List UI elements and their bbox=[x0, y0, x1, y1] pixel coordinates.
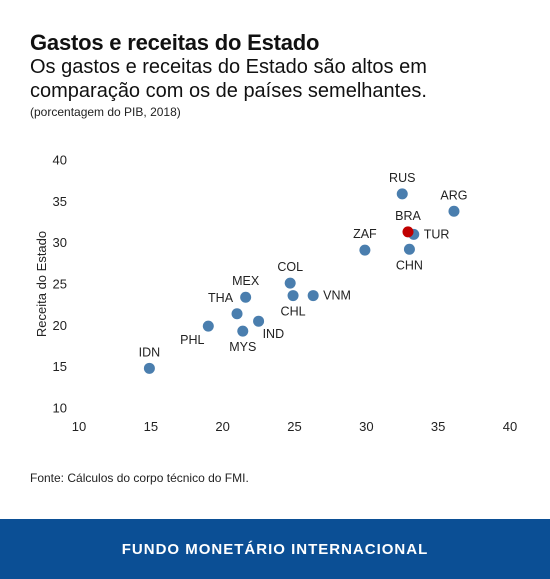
x-axis: 10 15 20 25 30 35 40 bbox=[72, 419, 517, 434]
point-label-vnm: VNM bbox=[323, 289, 351, 303]
x-tick-label: 40 bbox=[503, 419, 517, 434]
units-note: (porcentagem do PIB, 2018) bbox=[30, 105, 181, 119]
point-label-mys: MYS bbox=[229, 340, 256, 354]
x-tick-label: 25 bbox=[287, 419, 301, 434]
y-tick-label: 15 bbox=[53, 359, 67, 374]
y-axis-label: Receita do Estado bbox=[34, 231, 49, 337]
data-point-mys bbox=[237, 325, 249, 337]
point-label-chn: CHN bbox=[396, 258, 423, 272]
x-tick-label: 35 bbox=[431, 419, 445, 434]
point-label-col: COL bbox=[277, 260, 303, 274]
point-label-ind: IND bbox=[263, 327, 285, 341]
point-label-zaf: ZAF bbox=[353, 227, 377, 241]
x-tick-label: 30 bbox=[359, 419, 373, 434]
y-tick-label: 25 bbox=[53, 277, 67, 292]
y-tick-label: 40 bbox=[53, 153, 67, 168]
y-axis: 10 15 20 25 30 35 40 bbox=[53, 153, 67, 416]
data-point-idn bbox=[143, 362, 155, 374]
point-label-chl: CHL bbox=[281, 305, 306, 319]
footer-brand: FUNDO MONETÁRIO INTERNACIONAL bbox=[121, 540, 429, 558]
footer-bar: FUNDO MONETÁRIO INTERNACIONAL bbox=[0, 519, 550, 579]
chart-subtitle: Os gastos e receitas do Estado são altos… bbox=[30, 56, 427, 102]
data-point-zaf bbox=[359, 244, 371, 256]
source-note: Fonte: Cálculos do corpo técnico do FMI. bbox=[30, 471, 249, 485]
y-tick-label: 35 bbox=[53, 194, 67, 209]
data-point-col bbox=[284, 277, 296, 289]
data-point-mex bbox=[240, 291, 252, 303]
x-tick-label: 10 bbox=[72, 419, 86, 434]
data-point-ind bbox=[253, 315, 265, 327]
point-label-tha: THA bbox=[208, 291, 234, 305]
data-point-vnm bbox=[307, 290, 319, 302]
chart-title: Gastos e receitas do Estado bbox=[30, 30, 320, 55]
point-label-rus: RUS bbox=[389, 171, 415, 185]
point-label-idn: IDN bbox=[139, 345, 161, 359]
x-tick-label: 20 bbox=[215, 419, 229, 434]
data-points: IDN PHL THA MYS MEX IND COL CHL VNM ZAF RUS TUR CHN B… bbox=[139, 171, 468, 374]
y-tick-label: 20 bbox=[53, 318, 67, 333]
x-tick-label: 15 bbox=[144, 419, 158, 434]
data-point-phl bbox=[202, 320, 214, 332]
point-label-phl: PHL bbox=[180, 333, 204, 347]
data-point-chl bbox=[287, 290, 299, 302]
data-point-bra bbox=[402, 226, 414, 238]
y-tick-label: 30 bbox=[53, 235, 67, 250]
point-label-mex: MEX bbox=[232, 274, 260, 288]
data-point-chn bbox=[403, 243, 415, 255]
point-label-tur: TUR bbox=[424, 227, 450, 241]
data-point-tha bbox=[231, 308, 243, 320]
y-tick-label: 10 bbox=[53, 401, 67, 416]
data-point-rus bbox=[396, 188, 408, 200]
point-label-bra: BRA bbox=[395, 209, 421, 223]
scatter-chart: 10 15 20 25 30 35 40 10 15 20 25 30 35 40 Receita do… bbox=[34, 153, 517, 435]
data-point-arg bbox=[448, 205, 460, 217]
point-label-arg: ARG bbox=[440, 188, 467, 202]
